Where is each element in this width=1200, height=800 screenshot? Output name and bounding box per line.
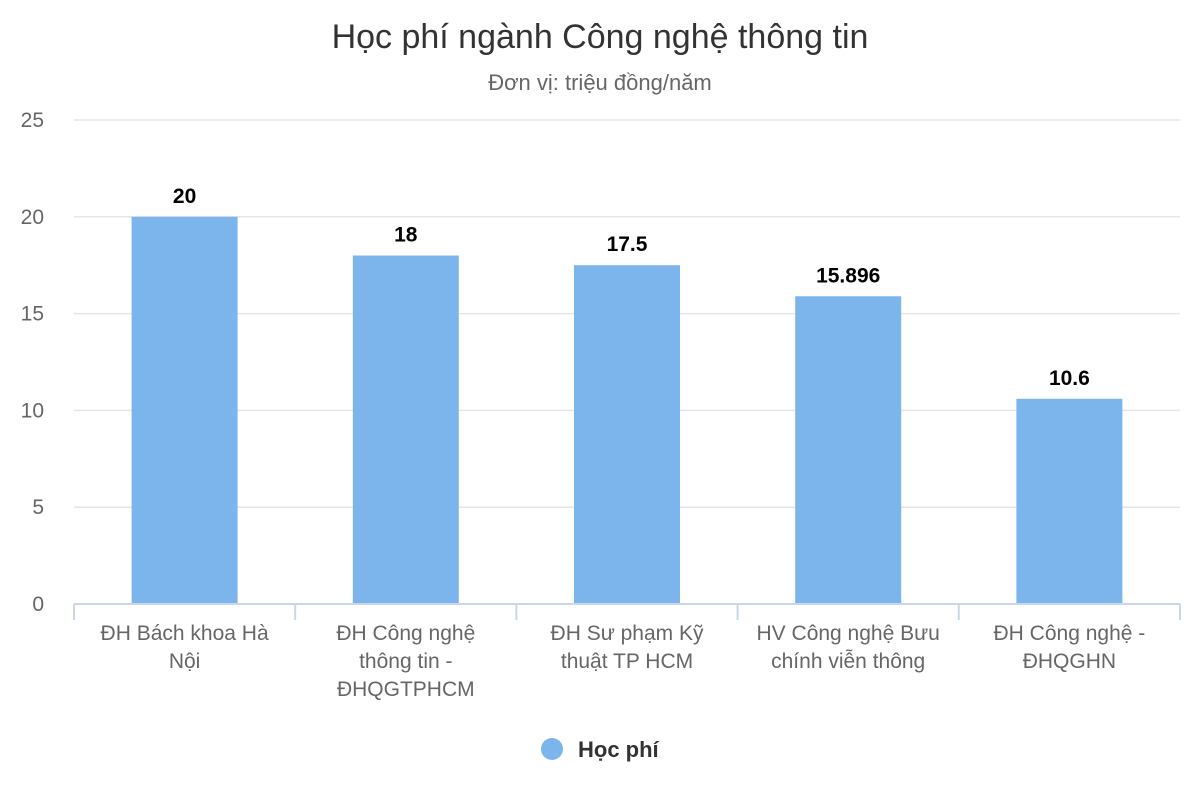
bar[interactable]: [574, 265, 680, 604]
bar[interactable]: [1016, 398, 1123, 604]
legend-item-label[interactable]: Học phí: [578, 737, 660, 762]
chart-subtitle: Đơn vị: triệu đồng/năm: [488, 70, 712, 95]
y-tick-label: 20: [21, 206, 44, 229]
y-tick-label: 15: [21, 303, 44, 326]
category-label: ĐH Bách khoa Hà Nội: [101, 622, 269, 673]
legend[interactable]: Học phí: [541, 737, 660, 762]
category-label-line: thuật TP HCM: [561, 650, 693, 673]
category-label-line: ĐH Sư phạm Kỹ: [551, 622, 704, 645]
x-axis: [73, 603, 1181, 620]
category-label: ĐH Công nghệ thông tin - ĐHQGTPHCM: [336, 622, 475, 701]
category-label: HV Công nghệ Bưu chính viễn thông: [757, 622, 940, 673]
bar-series[interactable]: [131, 216, 1123, 605]
legend-marker: [541, 738, 563, 760]
category-label-line: HV Công nghệ Bưu: [757, 622, 940, 645]
category-label-line: chính viễn thông: [771, 650, 925, 673]
y-tick-label: 25: [21, 109, 44, 132]
category-label: ĐH Công nghệ - ĐHQGHN: [994, 622, 1146, 673]
category-label-line: ĐH Công nghệ -: [994, 622, 1146, 645]
y-tick-label: 10: [21, 399, 44, 422]
data-label: 17.5: [607, 233, 648, 256]
bar[interactable]: [131, 216, 238, 605]
x-axis-category-labels: ĐH Bách khoa Hà Nội ĐH Công nghệ thông tin …: [101, 622, 1146, 701]
category-label-line: ĐHQGHN: [1023, 650, 1116, 673]
data-labels: 20 18 17.5 15.896 10.6: [173, 185, 1090, 390]
data-label: 10.6: [1049, 367, 1090, 390]
data-label: 15.896: [816, 264, 880, 287]
category-label-line: ĐH Công nghệ: [336, 622, 475, 645]
category-label-line: thông tin -: [359, 650, 452, 673]
category-label: ĐH Sư phạm Kỹ thuật TP HCM: [551, 622, 704, 673]
y-tick-label: 5: [32, 496, 44, 519]
y-axis-tick-labels: 0 5 10 15 20 25: [21, 109, 44, 616]
data-label: 20: [173, 185, 196, 208]
data-label: 18: [394, 224, 418, 247]
bar[interactable]: [352, 255, 459, 604]
category-label-line: Nội: [169, 650, 201, 673]
bar[interactable]: [795, 296, 902, 604]
category-label-line: ĐHQGTPHCM: [337, 678, 475, 701]
y-tick-label: 0: [32, 593, 44, 616]
chart-title: Học phí ngành Công nghệ thông tin: [332, 18, 869, 56]
category-label-line: ĐH Bách khoa Hà: [101, 622, 269, 645]
